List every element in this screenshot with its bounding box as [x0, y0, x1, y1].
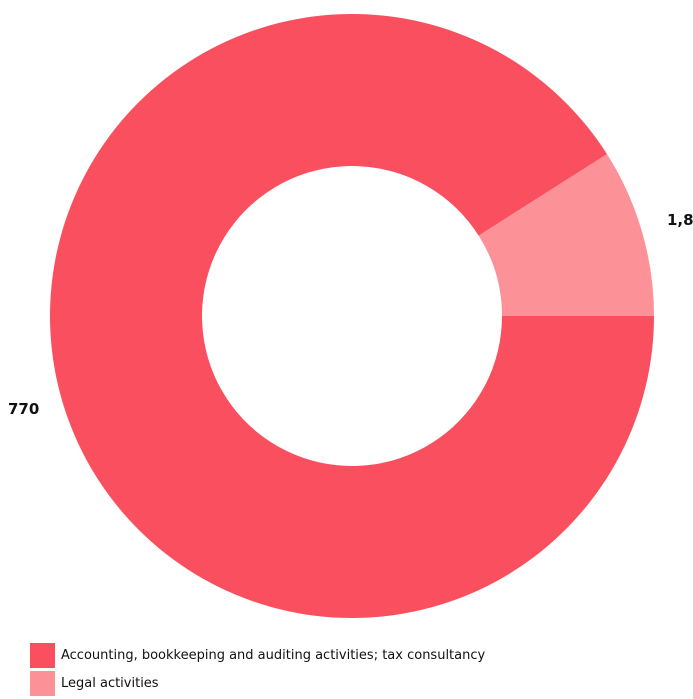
donut-chart-svg: 770 1,8	[8, 13, 693, 618]
legend-swatch-legal	[30, 671, 55, 696]
legend-item-accounting[interactable]: Accounting, bookkeeping and auditing act…	[30, 643, 680, 668]
legend-label-legal: Legal activities	[61, 676, 159, 691]
legend: Accounting, bookkeeping and auditing act…	[30, 643, 680, 699]
slice-legal[interactable]	[478, 154, 654, 316]
legend-item-legal[interactable]: Legal activities	[30, 671, 680, 696]
data-label-accounting: 770	[8, 400, 39, 418]
legend-label-accounting: Accounting, bookkeeping and auditing act…	[61, 648, 486, 663]
slices-group	[49, 13, 654, 618]
legend-swatch-accounting	[30, 643, 55, 668]
data-label-legal: 1,8	[667, 211, 693, 229]
slice-accounting[interactable]	[49, 13, 654, 618]
data-labels-group: 770 1,8	[8, 211, 693, 418]
